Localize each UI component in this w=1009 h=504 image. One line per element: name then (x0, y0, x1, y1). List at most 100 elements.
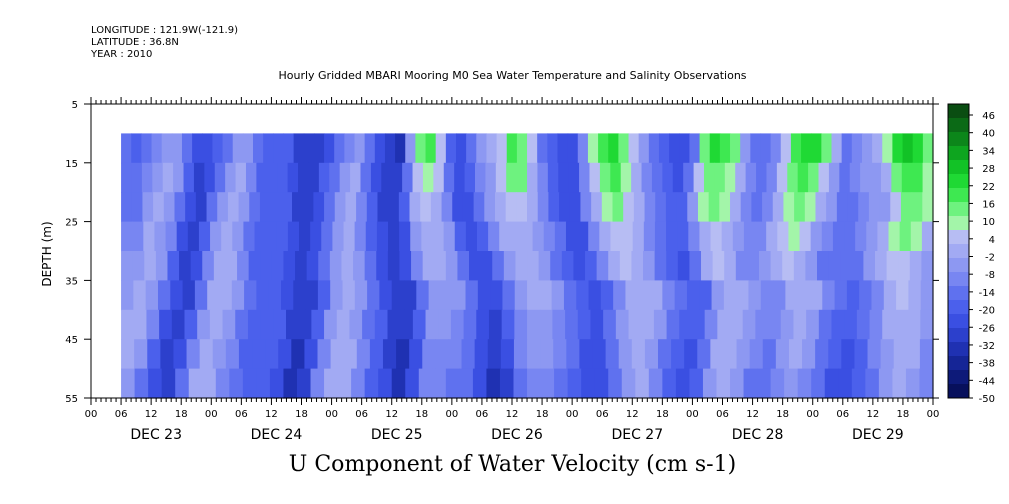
heatmap-cell (686, 280, 700, 311)
heatmap-cell (576, 280, 590, 311)
heatmap-cell (677, 221, 689, 252)
heatmap-cell (621, 221, 634, 252)
heatmap-cell (610, 221, 623, 252)
heatmap-cell (488, 309, 503, 340)
heatmap-cell (227, 192, 240, 223)
heatmap-cell (540, 368, 555, 399)
heatmap-cell (334, 133, 345, 164)
heatmap-cell (815, 192, 827, 223)
x-tick-label: 12 (506, 409, 519, 420)
heatmap-cell (628, 133, 640, 164)
heatmap-cell (643, 221, 656, 252)
y-axis-label: DEPTH (m) (40, 221, 54, 286)
heatmap-cell (163, 192, 176, 223)
heatmap-cell (432, 221, 445, 252)
heatmap-cell (591, 192, 603, 223)
heatmap-cell (921, 251, 934, 281)
heatmap-cell (824, 368, 839, 399)
heatmap-cell (350, 162, 362, 193)
heatmap-cell (237, 251, 250, 281)
heatmap-cell (422, 251, 435, 281)
heatmap-cell (265, 339, 279, 370)
heatmap-cell (486, 368, 501, 399)
heatmap-cell (175, 368, 190, 399)
colorbar-label: 10 (982, 217, 995, 228)
heatmap-cell (516, 162, 528, 193)
heatmap-cell (790, 133, 802, 164)
heatmap-cell (445, 251, 459, 281)
heatmap-cell (865, 368, 880, 399)
heatmap-cell (577, 309, 592, 340)
heatmap-cell (457, 251, 470, 281)
heatmap-cell (760, 280, 774, 311)
heatmap-cell (499, 368, 515, 399)
heatmap-cell (613, 280, 627, 311)
heatmap-cell (804, 192, 817, 223)
heatmap-cell (310, 368, 325, 399)
heatmap-cell (669, 133, 680, 164)
heatmap-cell (818, 162, 830, 193)
x-tick-label: 12 (265, 409, 278, 420)
heatmap-cell (677, 251, 691, 281)
heatmap-cell (400, 309, 414, 340)
heatmap-cell (176, 221, 189, 252)
heatmap-cell (851, 251, 865, 281)
heatmap-cell (893, 339, 908, 370)
heatmap-cell (797, 162, 809, 193)
heatmap-cell (839, 162, 851, 193)
heatmap-cell (527, 251, 540, 281)
heatmap-cell (445, 133, 457, 164)
heatmap-cell (561, 251, 575, 281)
heatmap-cell (826, 192, 838, 223)
heatmap-cell (834, 280, 848, 311)
heatmap-cell (697, 339, 711, 370)
heatmap-cell (712, 251, 725, 281)
colorbar-swatch (948, 118, 969, 133)
x-tick-label: 12 (746, 409, 759, 420)
heatmap-cell (641, 309, 655, 340)
heatmap-cell (487, 339, 502, 370)
colorbar-swatch (948, 258, 969, 273)
heatmap-cell (909, 251, 922, 281)
heatmap-cell (455, 133, 467, 164)
heatmap-cell (265, 221, 278, 252)
heatmap-cell (537, 162, 549, 193)
colorbar-swatch (948, 356, 969, 371)
colorbar-swatch (948, 160, 969, 175)
heatmap-cell (620, 162, 632, 193)
heatmap-cell (631, 162, 643, 193)
heatmap-cell (691, 309, 706, 340)
heatmap-cell (399, 221, 411, 252)
colorbar-label: 28 (982, 164, 995, 175)
heatmap-cell (743, 368, 758, 399)
heatmap-cell (683, 162, 695, 193)
heatmap-cell (232, 221, 245, 252)
heatmap-cell (701, 251, 714, 281)
colorbar-label: -38 (979, 359, 995, 370)
heatmap-cell (445, 368, 460, 399)
colorbar-swatch (948, 104, 969, 119)
heatmap-cell (501, 309, 515, 340)
heatmap-cell (398, 192, 411, 223)
heatmap-cell (861, 133, 873, 164)
heatmap-cell (399, 251, 412, 281)
heatmap-cell (182, 280, 196, 311)
heatmap-cell (266, 162, 278, 193)
colorbar-swatch (948, 328, 969, 343)
heatmap-cell (492, 251, 505, 281)
heatmap-cell (724, 251, 737, 281)
x-day-label: DEC 25 (371, 427, 423, 443)
heatmap-cell (247, 309, 262, 340)
heatmap-cell (608, 251, 621, 281)
heatmap-cell (198, 221, 211, 252)
heatmap-cell (828, 339, 842, 370)
heatmap-cell (618, 133, 630, 164)
heatmap-cell (922, 192, 934, 223)
heatmap-cell (633, 192, 646, 223)
heatmap-cell (131, 162, 143, 193)
heatmap-cell (601, 192, 614, 223)
heatmap-cell (832, 221, 845, 252)
heatmap-cell (577, 221, 589, 252)
heatmap-cell (841, 133, 853, 164)
heatmap-cell (806, 309, 820, 340)
